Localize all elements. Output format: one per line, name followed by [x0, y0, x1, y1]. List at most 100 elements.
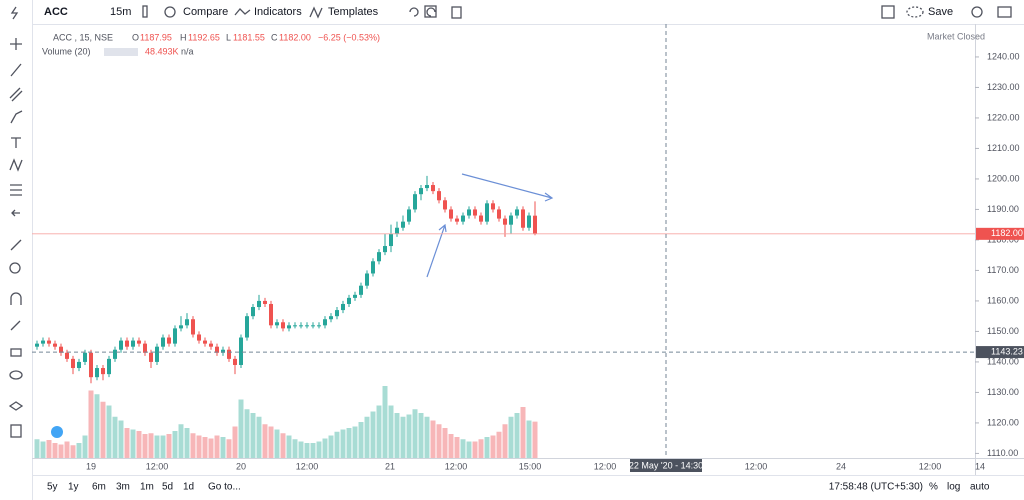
indicators-icon[interactable] — [234, 8, 251, 16]
volume-bar — [508, 416, 514, 458]
candle-body — [497, 209, 501, 219]
settings-icon[interactable] — [971, 6, 983, 18]
range-button[interactable]: 1y — [68, 482, 79, 493]
chart-style-icon[interactable] — [142, 5, 148, 18]
volume-ma: n/a — [181, 46, 194, 56]
auto-toggle[interactable]: auto — [970, 482, 990, 493]
go-to[interactable]: Go to... — [208, 482, 241, 493]
volume-bar — [100, 401, 106, 458]
candle-body — [431, 185, 435, 192]
candle-body — [395, 227, 399, 234]
volume-bar — [322, 438, 328, 458]
candle-body — [179, 325, 183, 329]
volume-bar — [496, 431, 502, 458]
candle-body — [239, 337, 243, 365]
volume-bar — [520, 407, 526, 458]
candle-body — [359, 285, 363, 295]
candle-body — [263, 300, 267, 304]
trash-icon[interactable] — [451, 6, 462, 19]
legend-o: 1187.95 — [140, 32, 172, 42]
volume-bar — [274, 429, 280, 458]
candle-body — [455, 218, 459, 222]
volume-bar — [526, 420, 532, 458]
y-tick-label: 1140.00 — [987, 356, 1019, 366]
cloud-icon[interactable] — [906, 6, 924, 18]
range-button[interactable]: 1d — [183, 482, 194, 493]
candle-body — [317, 325, 321, 327]
symbol[interactable]: ACC — [44, 6, 68, 18]
volume-bar — [40, 441, 46, 458]
volume-bar — [394, 413, 400, 458]
candle-body — [341, 303, 345, 311]
candle-body — [191, 319, 195, 335]
redo[interactable] — [426, 7, 436, 17]
candle-body — [383, 246, 387, 253]
candle-body — [305, 325, 309, 327]
volume-bar — [466, 441, 472, 458]
volume-title: Volume (20) — [42, 46, 91, 56]
candle-body — [425, 185, 429, 189]
templates-icon[interactable] — [309, 6, 323, 19]
y-tick-label: 1170.00 — [987, 265, 1019, 275]
candle-body — [353, 294, 357, 298]
indicators[interactable]: Indicators — [254, 6, 302, 18]
volume-bar — [436, 424, 442, 458]
volume-bar — [478, 439, 484, 458]
save[interactable]: Save — [928, 6, 953, 18]
compare[interactable]: Compare — [183, 6, 228, 18]
x-tick-label: 14 — [975, 461, 985, 471]
y-tick-label: 1220.00 — [987, 112, 1020, 122]
undo[interactable] — [409, 7, 419, 17]
candle-body — [269, 303, 273, 326]
candle-body — [413, 194, 417, 210]
candle-body — [47, 340, 51, 344]
candle-body — [245, 316, 249, 338]
candle-body — [515, 209, 519, 216]
x-tick-label: 24 — [836, 461, 846, 471]
clock: 17:58:48 (UTC+5:30) — [829, 482, 923, 493]
candle-body — [155, 346, 159, 362]
volume-bar — [196, 435, 202, 458]
candle-body — [329, 316, 333, 320]
layout-icon[interactable] — [881, 5, 895, 19]
range-button[interactable]: 5d — [162, 482, 173, 493]
volume-bar — [484, 437, 490, 458]
candle-body — [257, 300, 261, 308]
range-button[interactable]: 3m — [116, 482, 130, 493]
y-tick-label: 1130.00 — [987, 387, 1019, 397]
candle-body — [449, 209, 453, 219]
candle-body — [407, 209, 411, 222]
volume-bar — [52, 443, 58, 458]
candle-body — [233, 358, 237, 365]
volume-bar — [286, 435, 292, 458]
range-button[interactable]: 5y — [47, 482, 58, 493]
range-button[interactable]: 1m — [140, 482, 154, 493]
range-button[interactable]: 6m — [92, 482, 106, 493]
volume-bar — [232, 426, 238, 458]
volume-bar — [292, 439, 298, 458]
volume-bar — [88, 390, 94, 458]
percent-toggle[interactable]: % — [929, 482, 938, 493]
legend-o-label: O — [132, 32, 139, 42]
legend-c-label: C — [271, 32, 278, 42]
volume-bar — [136, 431, 142, 458]
market-status: Market Closed — [927, 31, 985, 41]
volume-bar — [160, 435, 166, 458]
volume-bar — [208, 438, 214, 458]
volume-bar — [316, 441, 322, 458]
interval[interactable]: 15m — [110, 6, 131, 18]
volume-bar — [328, 435, 334, 458]
legend-buttons[interactable] — [104, 48, 138, 56]
candle-body — [35, 343, 39, 347]
volume-bar — [334, 431, 340, 458]
templates[interactable]: Templates — [328, 6, 379, 18]
candle-body — [101, 368, 105, 375]
compare-icon[interactable] — [164, 6, 176, 18]
log-toggle[interactable]: log — [947, 482, 960, 493]
volume-bar — [280, 433, 286, 458]
check-icon[interactable] — [424, 5, 437, 18]
volume-bar — [364, 416, 370, 458]
drawing-tools[interactable] — [8, 6, 24, 438]
screenshot-icon[interactable] — [997, 6, 1012, 18]
volume-bar — [178, 424, 184, 458]
